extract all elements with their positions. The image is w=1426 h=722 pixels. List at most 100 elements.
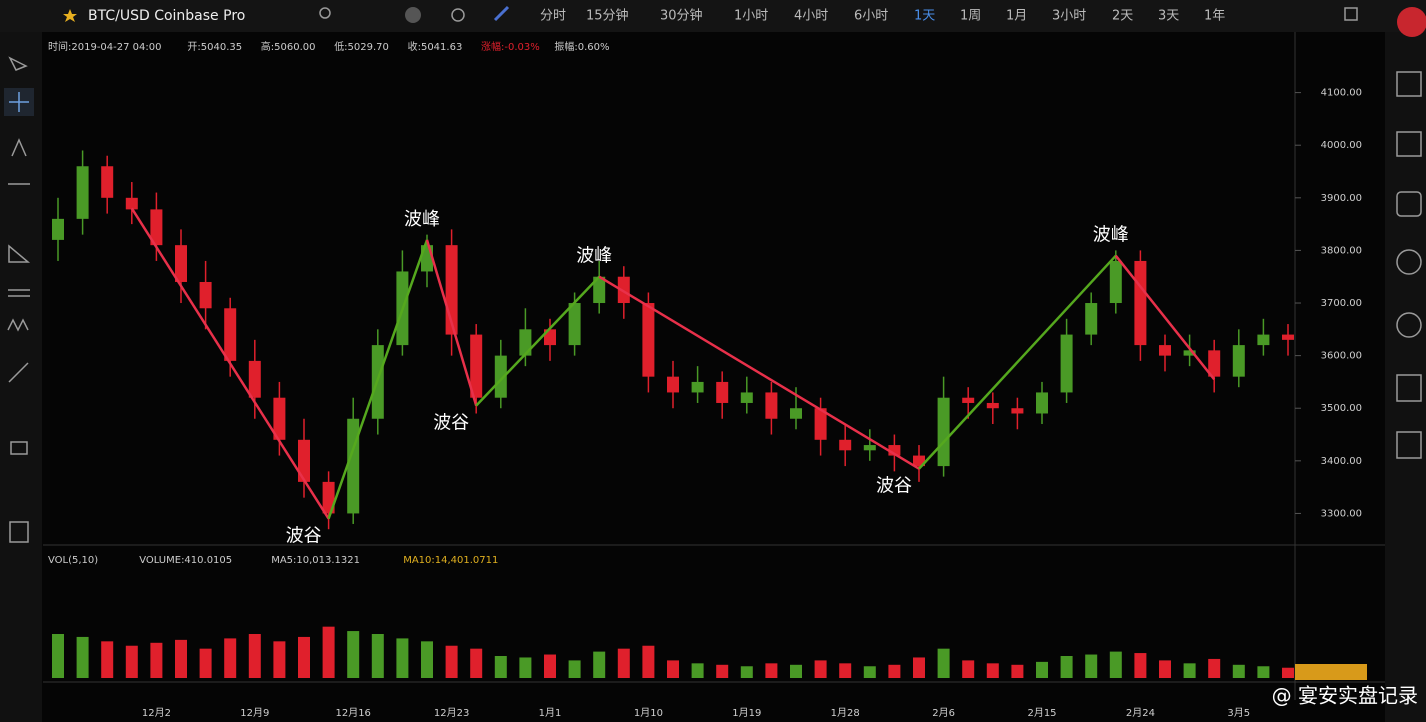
volume-bar: [863, 666, 876, 678]
avatar[interactable]: [1397, 7, 1426, 37]
candle-body: [667, 376, 679, 393]
candle-body: [617, 276, 630, 304]
wave-line: [598, 275, 920, 470]
volume-bar: [224, 638, 237, 678]
interval-button[interactable]: 3天: [1158, 9, 1179, 24]
volume-bar: [1109, 651, 1122, 678]
volume-bar: [470, 648, 483, 678]
candle-body: [494, 355, 507, 398]
volume-bar: [101, 641, 114, 678]
interval-button[interactable]: 分时: [540, 9, 566, 24]
interval-button[interactable]: 3小时: [1052, 9, 1086, 24]
wave-line: [130, 207, 330, 520]
fib-tool[interactable]: [8, 289, 30, 297]
interval-button[interactable]: 15分钟: [586, 8, 629, 24]
calendar-tool[interactable]: [1396, 131, 1422, 157]
symbol[interactable]: BTC/USD Coinbase Pro: [88, 8, 245, 24]
interval-button[interactable]: 30分钟: [660, 8, 703, 24]
candle-body: [470, 334, 483, 398]
candle-body: [248, 360, 261, 398]
interval-button[interactable]: 1月: [1006, 9, 1027, 24]
info-item: 开:5040.35: [187, 42, 242, 53]
volume-bar: [175, 639, 187, 678]
candle-body: [765, 392, 778, 419]
y-tick-label: 3600.00: [1321, 351, 1362, 362]
light-icon[interactable]: [451, 8, 465, 22]
search-icon[interactable]: [319, 7, 331, 19]
fullscreen-icon[interactable]: [1344, 7, 1358, 21]
draw-icon[interactable]: [493, 5, 510, 22]
candle-body: [814, 408, 827, 440]
volume-legend: MA10:14,401.0711: [403, 555, 498, 566]
x-tick-label: 1月10: [634, 707, 663, 719]
candle-body: [1257, 334, 1270, 346]
volume-bar: [1085, 654, 1098, 678]
interval-button[interactable]: 4小时: [794, 9, 828, 24]
candle-body: [1011, 408, 1024, 414]
interval-button[interactable]: 1天: [914, 9, 935, 24]
volume-bar: [150, 642, 163, 678]
info-item: 高:5060.00: [261, 40, 316, 53]
x-tick-label: 2月15: [1027, 707, 1056, 719]
top-toolbar: [0, 0, 1426, 32]
cursor-tool[interactable]: [8, 56, 28, 71]
clock-tool[interactable]: [1396, 249, 1422, 275]
y-tick-label: 3400.00: [1321, 456, 1362, 467]
compass-tool[interactable]: [1396, 312, 1422, 338]
alert-tool[interactable]: [1396, 191, 1422, 217]
left-toolbar: [0, 32, 42, 722]
volume-bar: [248, 634, 261, 678]
interval-button[interactable]: 1小时: [734, 9, 768, 24]
candle-body: [224, 308, 237, 361]
volume-bar: [1232, 664, 1245, 678]
trash-tool[interactable]: [9, 521, 29, 543]
favorite-star[interactable]: [63, 9, 77, 22]
candle-body: [740, 392, 753, 403]
theme-icon[interactable]: [405, 7, 421, 23]
candle-body: [298, 439, 310, 482]
volume-bar: [691, 663, 704, 678]
interval-button[interactable]: 2天: [1112, 9, 1133, 24]
wave-line: [327, 239, 429, 520]
volume-bar: [445, 645, 458, 678]
x-tick-label: 2月24: [1126, 707, 1155, 719]
volume-bar: [913, 657, 925, 678]
notes-tool[interactable]: [1396, 431, 1422, 459]
shape-tool[interactable]: [8, 244, 31, 263]
interval-button[interactable]: 1年: [1204, 9, 1225, 24]
candle-body: [322, 481, 335, 514]
volume-bar: [716, 664, 729, 678]
volume-bar: [1060, 656, 1073, 678]
wave-label: 波峰: [1093, 225, 1129, 246]
candle-body: [790, 408, 802, 419]
pattern-tool[interactable]: [7, 318, 29, 332]
interval-button[interactable]: 6小时: [854, 9, 888, 24]
x-tick-label: 1月1: [539, 707, 562, 719]
text-tool[interactable]: [11, 138, 27, 157]
list-tool[interactable]: [1396, 374, 1422, 402]
volume-bar: [888, 664, 901, 678]
measure-tool[interactable]: [8, 362, 29, 383]
candle-body: [863, 445, 876, 451]
chart-tool[interactable]: [1396, 71, 1422, 97]
candle-body: [986, 402, 999, 409]
volume-bar: [544, 654, 556, 678]
y-tick-label: 3300.00: [1321, 508, 1362, 519]
x-tick-label: 12月23: [434, 707, 469, 719]
volume-bar: [421, 641, 433, 678]
wave-label: 波峰: [576, 246, 612, 267]
candle-body: [101, 166, 114, 198]
candle-body: [888, 445, 901, 456]
candle-body: [52, 218, 64, 240]
wave-label: 波谷: [286, 526, 322, 547]
candle-body: [1282, 334, 1294, 340]
wave-label: 波峰: [404, 209, 440, 230]
volume-bar: [494, 656, 507, 678]
interval-button[interactable]: 1周: [960, 9, 981, 24]
volume-bar: [298, 636, 310, 678]
right-sidebar: [1385, 32, 1426, 722]
crosshair-icon: [9, 92, 29, 112]
lock-tool[interactable]: [10, 441, 28, 455]
candle-body: [913, 455, 925, 467]
candle-body: [593, 276, 606, 304]
